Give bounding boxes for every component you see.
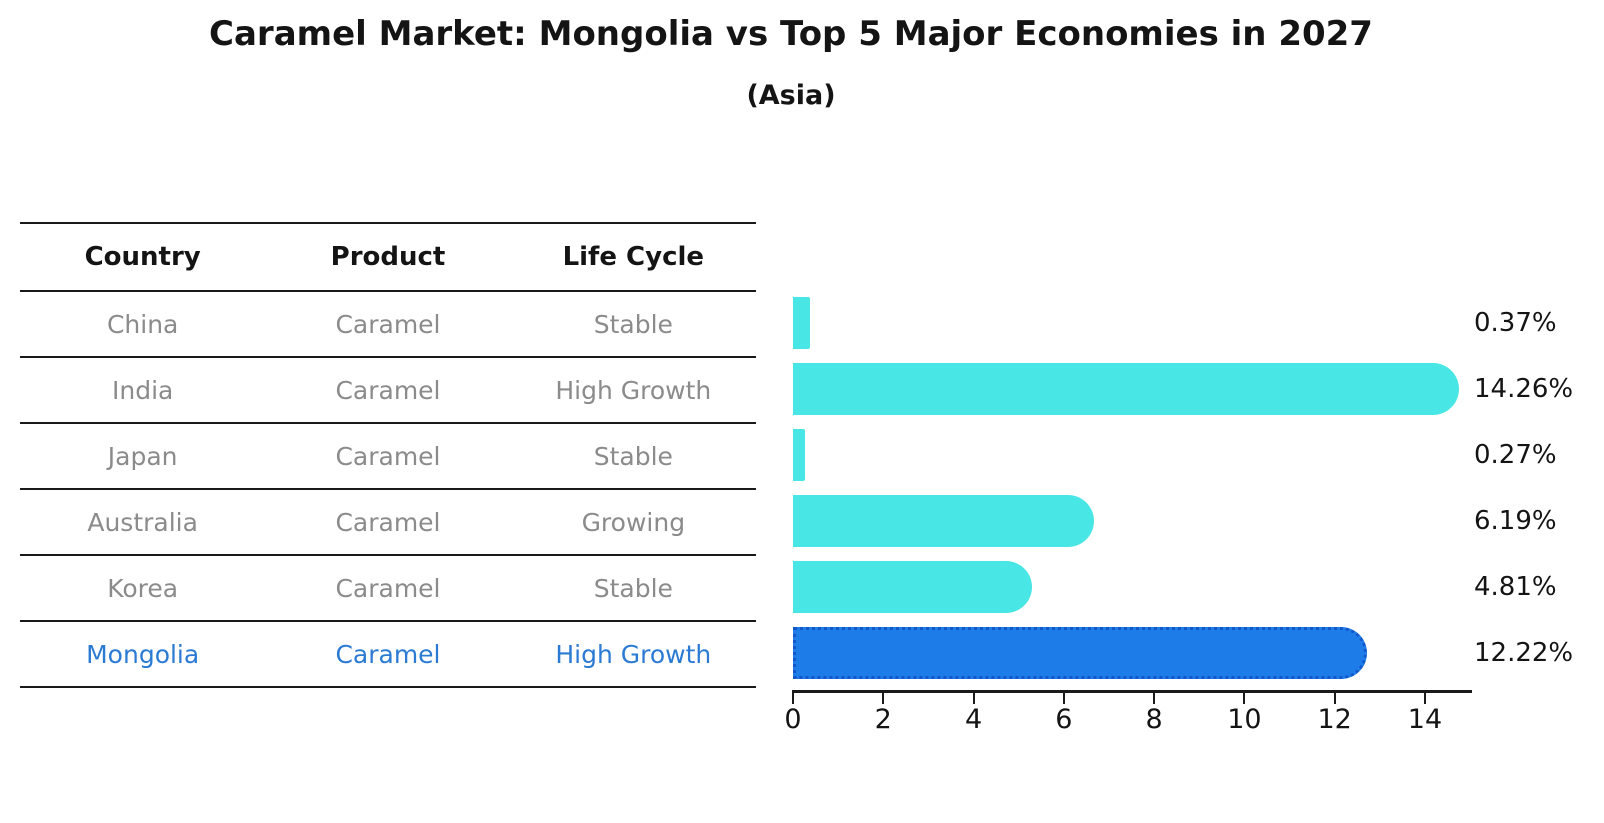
x-tick: [1062, 693, 1065, 704]
chart-subtitle: (Asia): [746, 80, 836, 111]
table-row: Korea Caramel Stable: [20, 556, 756, 622]
x-tick: [1333, 693, 1336, 704]
cell-product: Caramel: [335, 441, 441, 471]
data-table: Country Product Life Cycle China Caramel S…: [20, 222, 756, 688]
x-tick-label: 14: [1407, 704, 1443, 735]
bar-korea: [793, 561, 1033, 613]
value-label: 6.19%: [1474, 506, 1557, 536]
x-axis-line: [792, 690, 1472, 693]
cell-country: Australia: [87, 507, 198, 537]
table-row: Mongolia Caramel High Growth: [20, 622, 756, 688]
bar-mongolia: [793, 627, 1367, 679]
cell-product: Caramel: [335, 639, 441, 669]
x-tick: [1423, 693, 1426, 704]
value-label: 0.27%: [1474, 440, 1557, 470]
x-tick: [882, 693, 885, 704]
value-label: 12.22%: [1474, 638, 1574, 668]
bar-china: [793, 297, 810, 349]
x-tick: [972, 693, 975, 704]
table-row: India Caramel High Growth: [20, 358, 756, 424]
table-row: China Caramel Stable: [20, 292, 756, 358]
chart-title: Caramel Market: Mongolia vs Top 5 Major …: [209, 14, 1373, 54]
x-tick-label: 10: [1227, 704, 1262, 735]
column-header-product: Product: [330, 242, 446, 272]
cell-product: Caramel: [335, 573, 441, 603]
cell-product: Caramel: [335, 375, 441, 405]
x-tick-label: 4: [964, 704, 983, 735]
cell-country: India: [111, 375, 174, 405]
value-label: 14.26%: [1474, 374, 1574, 404]
cell-country: Japan: [107, 441, 178, 471]
table-header-row: Country Product Life Cycle: [20, 224, 756, 292]
x-tick: [1243, 693, 1246, 704]
cell-life-cycle: High Growth: [555, 375, 712, 405]
cell-country: Mongolia: [86, 639, 200, 669]
cell-life-cycle: Stable: [593, 441, 673, 471]
bar-india: [793, 363, 1459, 415]
cell-life-cycle: Stable: [593, 573, 673, 603]
x-tick-label: 12: [1317, 704, 1352, 735]
x-tick-label: 0: [784, 704, 802, 735]
bar-australia: [793, 495, 1095, 547]
table-row: Australia Caramel Growing: [20, 490, 756, 556]
x-tick-label: 2: [874, 704, 892, 735]
x-tick: [792, 693, 794, 704]
cell-product: Caramel: [335, 507, 441, 537]
x-tick-label: 6: [1055, 704, 1073, 735]
cell-product: Caramel: [335, 309, 441, 339]
cell-life-cycle: High Growth: [555, 639, 712, 669]
table-row: Japan Caramel Stable: [20, 424, 756, 490]
cell-country: China: [106, 309, 179, 339]
x-tick: [1153, 693, 1156, 704]
cell-country: Korea: [107, 573, 179, 603]
table-body: China Caramel Stable India Caramel High Growt…: [20, 292, 756, 688]
column-header-country: Country: [84, 242, 201, 272]
cell-life-cycle: Growing: [581, 507, 686, 537]
x-tick-label: 8: [1145, 704, 1163, 735]
value-label: 0.37%: [1474, 308, 1557, 338]
value-label: 4.81%: [1474, 572, 1557, 602]
cell-life-cycle: Stable: [593, 309, 673, 339]
bar-japan: [793, 429, 806, 481]
column-header-life-cycle: Life Cycle: [562, 242, 705, 272]
